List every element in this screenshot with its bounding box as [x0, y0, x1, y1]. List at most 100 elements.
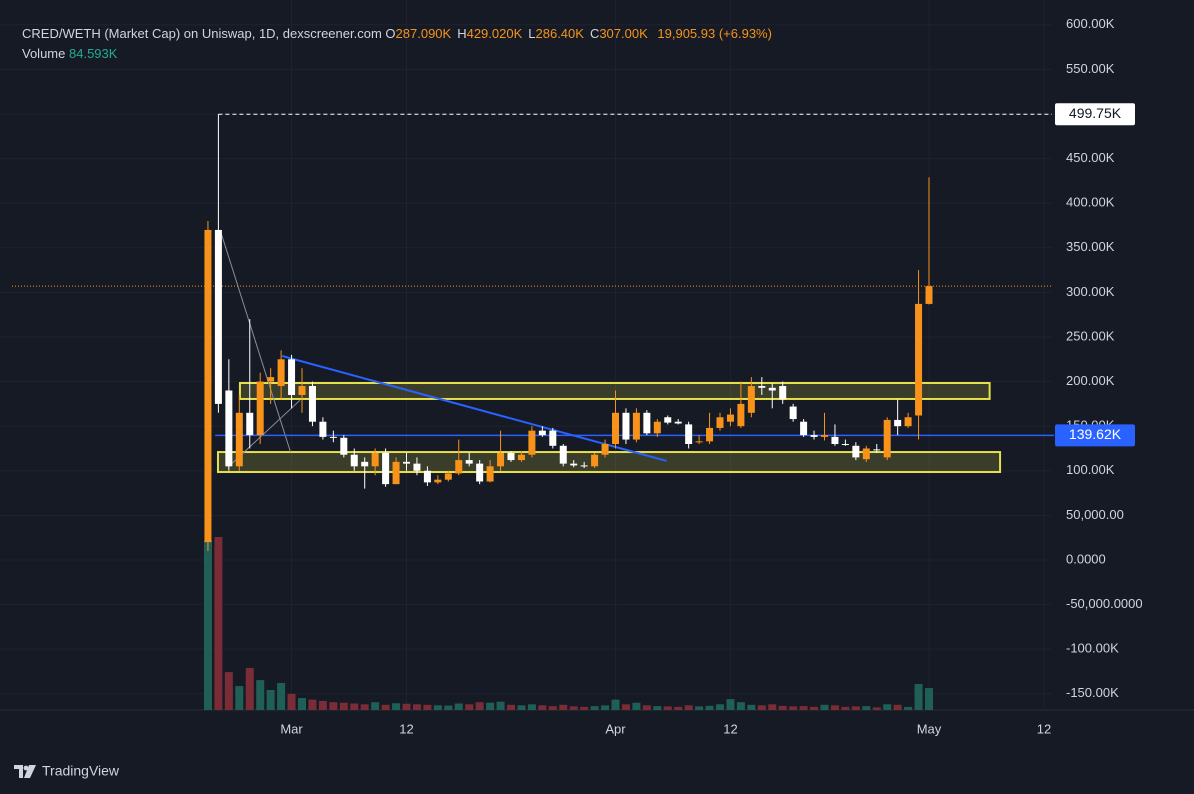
ohlc-value: 286.40K — [535, 26, 584, 41]
ohlc: O287.090K H429.020K L286.40K C307.00K — [385, 26, 653, 41]
volume-bar — [318, 700, 327, 710]
candle-body — [329, 436, 337, 438]
volume-bar — [726, 699, 735, 710]
logo — [14, 765, 36, 778]
volume-bar — [444, 705, 453, 710]
volume-bar — [381, 704, 390, 710]
x-tick-label: 12 — [399, 721, 413, 736]
candle-body — [915, 303, 923, 416]
volume-bar — [925, 688, 934, 710]
candle-body — [559, 445, 567, 464]
candle-body — [371, 452, 379, 467]
candle-body — [685, 424, 693, 445]
volume-bar — [632, 702, 641, 710]
ohlc-key: H — [457, 26, 467, 41]
candle-body — [643, 412, 651, 434]
volume-bar — [224, 672, 233, 710]
trend-line — [281, 355, 667, 462]
volume-bar — [893, 704, 902, 710]
high-label: 499.75K — [1069, 105, 1122, 121]
volume-bar — [412, 704, 421, 710]
candle-body — [288, 359, 296, 395]
candle-body — [413, 463, 421, 471]
trend-line — [221, 234, 291, 453]
candle-body — [612, 412, 620, 445]
volume-bar — [674, 706, 683, 710]
volume-bar — [684, 705, 693, 710]
candle-body — [455, 460, 463, 474]
y-tick-label: 250.00K — [1066, 328, 1115, 343]
volume-bar — [507, 704, 516, 710]
candle-body — [716, 417, 724, 428]
y-tick-label: 600.00K — [1066, 16, 1115, 31]
volume-bar — [423, 704, 432, 710]
volume-bar — [705, 705, 714, 710]
volume-bar — [695, 706, 704, 710]
candle-body — [486, 466, 494, 482]
candle-body — [852, 445, 860, 458]
candle-body — [528, 430, 536, 455]
candle-body — [779, 386, 787, 400]
volume-bar — [392, 703, 401, 710]
candle-body — [789, 406, 797, 420]
x-tick-label: Mar — [280, 721, 303, 736]
candle-body — [894, 419, 902, 427]
y-tick-label: 300.00K — [1066, 284, 1115, 299]
volume-bar — [329, 702, 338, 710]
candle-body — [706, 427, 714, 442]
volume-bar — [830, 705, 839, 710]
candle-body — [423, 470, 431, 483]
volume-bar — [716, 704, 725, 710]
candle-body — [747, 386, 755, 413]
candle-body — [622, 412, 630, 440]
volume-value: 84.593K — [69, 46, 118, 61]
volume-bar — [360, 704, 369, 710]
line-label-box — [1055, 424, 1135, 447]
high-label-box — [1055, 103, 1135, 126]
volume-bar — [486, 702, 495, 710]
volume-bar — [621, 704, 630, 710]
candle-body — [821, 435, 829, 437]
volume-bar — [256, 680, 265, 710]
volume-bar — [350, 703, 359, 710]
volume-bar — [663, 706, 672, 710]
candle-body — [841, 444, 849, 446]
volume-bar — [538, 705, 547, 710]
candle-body — [904, 417, 912, 427]
volume-bar — [308, 699, 317, 710]
volume-bar — [611, 699, 620, 710]
y-tick-label: 550.00K — [1066, 61, 1115, 76]
ohlc-key: L — [528, 26, 536, 41]
candle-body — [444, 473, 452, 480]
candle-body — [235, 412, 243, 467]
y-tick-label: 450.00K — [1066, 150, 1115, 165]
volume-bar — [465, 704, 474, 710]
volume-legend: Volume 84.593K — [22, 44, 772, 64]
candle-body — [267, 377, 275, 382]
y-tick-label: 350.00K — [1066, 239, 1115, 254]
candle-body — [298, 386, 306, 395]
y-tick-label: -150.00K — [1066, 685, 1119, 700]
candle-body — [664, 417, 672, 423]
volume-bar — [789, 706, 798, 710]
volume-bar — [862, 706, 871, 710]
volume-bar — [245, 667, 254, 710]
ohlc-value: 307.00K — [599, 26, 648, 41]
candle-body — [632, 412, 640, 440]
candle-body — [758, 386, 766, 388]
volume-bar — [371, 702, 380, 710]
y-tick-label: 100.00K — [1066, 462, 1115, 477]
candle-body — [361, 461, 369, 467]
y-tick-label: 50,000.00 — [1066, 507, 1124, 522]
candle-body — [517, 454, 525, 461]
volume-bar — [601, 705, 610, 710]
candle-body — [225, 390, 233, 467]
candle-body — [476, 463, 484, 482]
volume-bar — [496, 701, 505, 710]
candle-body — [726, 414, 734, 422]
change: 19,905.93 (+6.93%) — [657, 26, 772, 41]
volume-bar — [747, 704, 756, 710]
